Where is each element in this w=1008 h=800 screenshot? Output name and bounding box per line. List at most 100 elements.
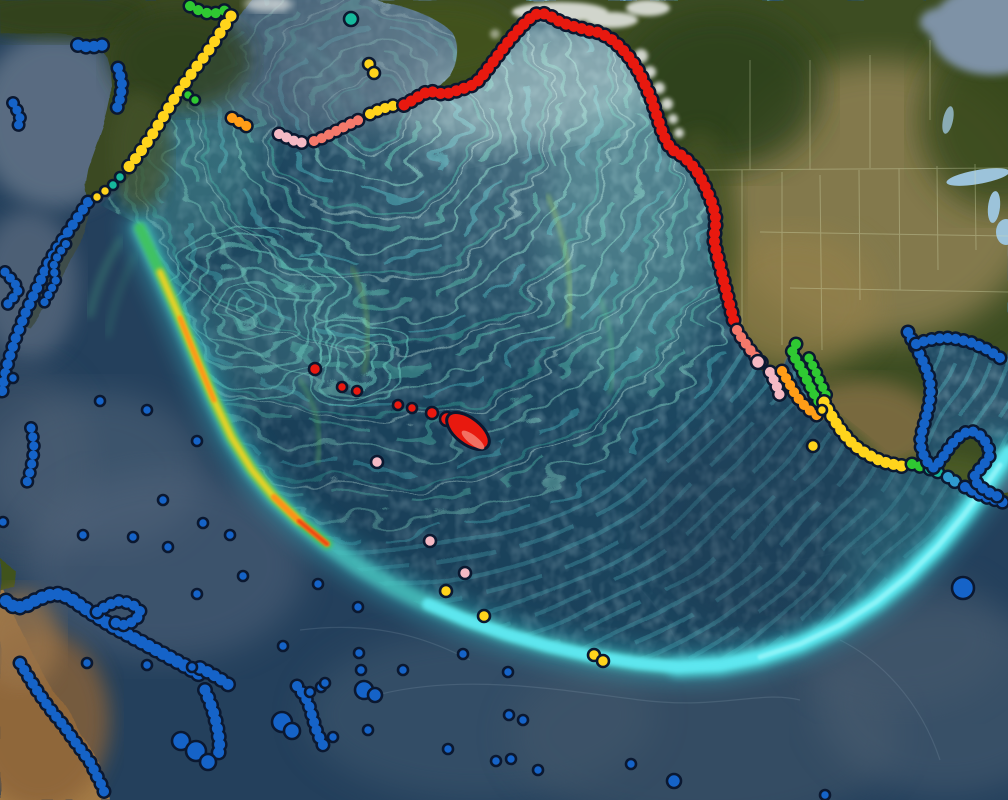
station-chain-new-britain[interactable] <box>92 596 146 630</box>
station-chain-kamchatka-yellow[interactable] <box>121 10 237 175</box>
station-dot[interactable] <box>156 493 170 507</box>
station-dot[interactable] <box>624 757 638 771</box>
station-dot[interactable] <box>361 723 375 737</box>
station-dot[interactable] <box>6 371 20 385</box>
station-dot[interactable] <box>106 178 120 192</box>
station-dot[interactable] <box>351 600 365 614</box>
station-chain-gulf-mexico-north[interactable] <box>911 333 1008 365</box>
station-dot[interactable] <box>391 398 405 412</box>
station-dot[interactable] <box>438 583 454 599</box>
energy-accent-arc <box>105 252 138 338</box>
station-dot[interactable] <box>441 742 455 756</box>
station-chain-baja-pink[interactable] <box>765 367 785 401</box>
station-chain-alaska-west-coast-red[interactable] <box>398 7 741 331</box>
station-chain-japan-inner[interactable] <box>40 240 70 307</box>
station-dot[interactable] <box>196 516 210 530</box>
station-dot[interactable] <box>489 754 503 768</box>
station-dot[interactable] <box>457 565 473 581</box>
station-dot[interactable] <box>335 380 349 394</box>
station-dot[interactable] <box>190 434 204 448</box>
station-dot[interactable] <box>595 653 611 669</box>
station-dot[interactable] <box>815 403 829 417</box>
station-dot[interactable] <box>950 575 976 601</box>
station-dot[interactable] <box>422 533 438 549</box>
station-dot[interactable] <box>76 528 90 542</box>
station-chain-mexico-yellow[interactable] <box>818 396 913 472</box>
station-dot[interactable] <box>161 540 175 554</box>
station-dot[interactable] <box>818 788 832 800</box>
station-chain-aleutians-orange[interactable] <box>227 113 255 133</box>
station-dot[interactable] <box>502 708 516 722</box>
station-dot[interactable] <box>113 170 127 184</box>
station-chain-aleutians-yellow[interactable] <box>365 100 401 119</box>
station-chain-gulf-california-green-w[interactable] <box>787 339 826 410</box>
station-chain-gulf-mexico-outline[interactable] <box>903 327 1004 502</box>
station-chain-solomons[interactable] <box>194 662 235 691</box>
station-dot[interactable] <box>369 454 385 470</box>
station-dot[interactable] <box>531 763 545 777</box>
station-dot[interactable] <box>476 608 492 624</box>
station-dot[interactable] <box>140 658 154 672</box>
station-dot[interactable] <box>276 639 290 653</box>
station-chain-okhotsk-southwest[interactable] <box>8 98 26 134</box>
seafloor-fracture-lines <box>299 539 941 761</box>
station-chain-nw-edge[interactable] <box>0 267 24 311</box>
station-dot[interactable] <box>307 361 323 377</box>
station-dot[interactable] <box>188 93 202 107</box>
station-dots <box>0 10 976 800</box>
station-dot[interactable] <box>190 587 204 601</box>
station-dot[interactable] <box>366 65 382 81</box>
station-chain-australia-coast[interactable] <box>15 658 111 800</box>
station-dot[interactable] <box>366 686 384 704</box>
station-dot[interactable] <box>350 384 364 398</box>
station-dot[interactable] <box>140 403 154 417</box>
station-chain-okhotsk-north[interactable] <box>72 38 114 53</box>
station-chain-aleutians-salmon[interactable] <box>309 114 366 146</box>
station-dot[interactable] <box>126 530 140 544</box>
station-dot[interactable] <box>90 190 104 204</box>
station-dot[interactable] <box>516 713 530 727</box>
station-chain-marianas[interactable] <box>21 423 39 491</box>
station-dot[interactable] <box>311 577 325 591</box>
station-dot[interactable] <box>318 676 332 690</box>
station-dot[interactable] <box>326 730 340 744</box>
station-dot[interactable] <box>749 353 767 371</box>
station-dot[interactable] <box>424 405 440 421</box>
station-dot[interactable] <box>396 663 410 677</box>
station-dot[interactable] <box>342 10 360 28</box>
station-chain-kamchatka-green[interactable] <box>185 1 237 19</box>
station-dot[interactable] <box>501 665 515 679</box>
station-dot[interactable] <box>93 394 107 408</box>
station-dot[interactable] <box>0 515 10 529</box>
station-chain-aleutians-pink[interactable] <box>274 129 311 148</box>
station-dot[interactable] <box>223 528 237 542</box>
station-dot[interactable] <box>236 569 250 583</box>
station-chain-solomons-south[interactable] <box>199 684 226 765</box>
station-chain-japan-coast[interactable] <box>0 197 93 397</box>
wavefront-orange-a <box>177 315 217 403</box>
station-dot[interactable] <box>805 438 821 454</box>
station-dot[interactable] <box>354 663 368 677</box>
station-dot[interactable] <box>665 772 683 790</box>
station-chain-gulf-california-green-e[interactable] <box>804 353 832 402</box>
station-chain-vanuatu[interactable] <box>292 681 330 754</box>
station-chain-png-north[interactable] <box>0 588 205 680</box>
station-dot[interactable] <box>352 646 366 660</box>
station-dot[interactable] <box>198 752 218 772</box>
station-dot[interactable] <box>456 647 470 661</box>
station-chain-okhotsk-east[interactable] <box>112 63 127 113</box>
us-state-borders <box>699 40 1008 351</box>
station-dot[interactable] <box>504 752 518 766</box>
energy-leak-streaks <box>87 29 365 338</box>
station-dot[interactable] <box>185 660 199 674</box>
station-dot[interactable] <box>282 721 302 741</box>
station-chain-guatemala-lightblue[interactable] <box>943 472 964 490</box>
station-dot[interactable] <box>303 685 317 699</box>
station-blob-big-island-accent <box>461 430 485 450</box>
station-dot[interactable] <box>170 730 192 752</box>
station-dot[interactable] <box>405 401 419 415</box>
station-chain-baja-orange[interactable] <box>777 366 823 421</box>
station-dot[interactable] <box>98 184 112 198</box>
station-dot[interactable] <box>80 656 94 670</box>
